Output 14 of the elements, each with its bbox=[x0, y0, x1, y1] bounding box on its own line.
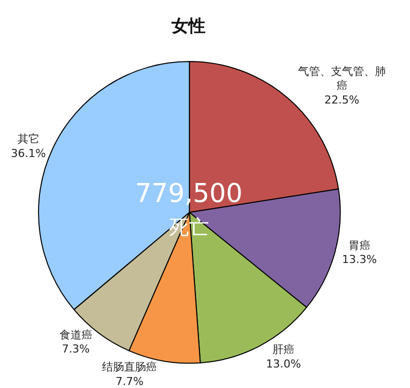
slice-label: 其它 bbox=[17, 132, 40, 146]
data-label: 7.3% bbox=[62, 342, 90, 356]
slice-label: 气管、支气管、肺癌 bbox=[298, 64, 386, 92]
slice-label: 结肠直肠癌 bbox=[102, 360, 158, 374]
text: 779,500 bbox=[135, 179, 243, 209]
slice-label: 胃癌 bbox=[348, 238, 370, 252]
data-label: 7.7% bbox=[116, 375, 144, 388]
data-label: 13.3% bbox=[342, 253, 377, 266]
slice-label: 肝癌 bbox=[272, 343, 295, 356]
slice-label: 食道癌 bbox=[59, 328, 92, 342]
data-label: 22.5% bbox=[324, 94, 360, 107]
chart-title: 女性 bbox=[170, 16, 206, 36]
data-label: 13.0% bbox=[266, 358, 302, 371]
data-label: 36.1% bbox=[10, 146, 46, 160]
